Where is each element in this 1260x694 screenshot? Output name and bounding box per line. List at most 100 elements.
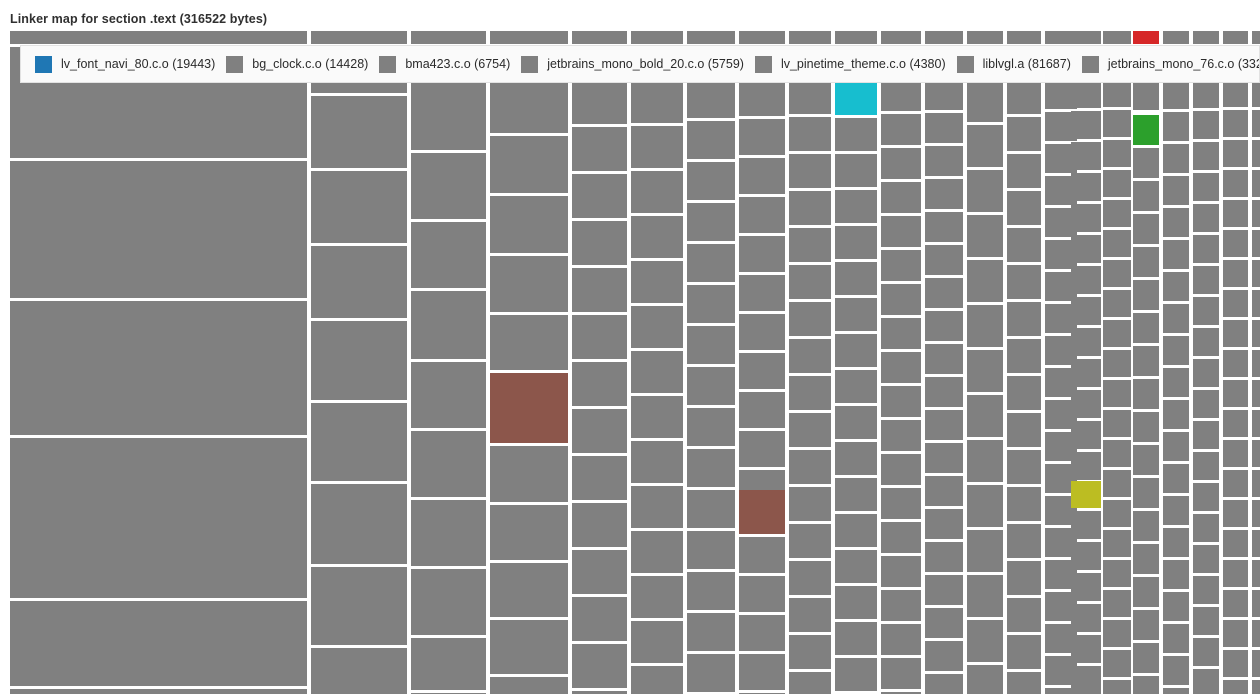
treemap-tile[interactable] <box>631 261 683 303</box>
treemap-tile[interactable] <box>1163 560 1189 589</box>
treemap-tile[interactable] <box>490 76 568 133</box>
treemap-tile[interactable] <box>1223 170 1248 197</box>
treemap-tile[interactable] <box>739 275 785 311</box>
treemap-tile[interactable] <box>835 514 877 547</box>
treemap-tile[interactable] <box>967 395 1003 437</box>
treemap-tile[interactable] <box>311 96 407 168</box>
treemap-tile[interactable] <box>687 203 735 241</box>
treemap-tile[interactable] <box>925 608 963 638</box>
treemap-tile[interactable] <box>1193 669 1219 694</box>
treemap-tile[interactable] <box>881 318 921 349</box>
treemap-tile[interactable] <box>311 484 407 564</box>
treemap-tile[interactable] <box>1193 545 1219 573</box>
treemap-tile[interactable] <box>1163 272 1189 301</box>
treemap-tile[interactable] <box>1193 297 1219 325</box>
treemap-tile[interactable] <box>967 350 1003 392</box>
treemap-tile[interactable] <box>925 113 963 143</box>
treemap-tile[interactable] <box>1071 359 1101 387</box>
treemap-tile[interactable] <box>789 117 831 151</box>
treemap-tile[interactable] <box>1071 421 1101 449</box>
treemap-tile[interactable] <box>835 118 877 151</box>
treemap-tile[interactable] <box>1223 530 1248 557</box>
treemap-tile[interactable] <box>687 572 735 610</box>
treemap-tile[interactable] <box>490 315 568 370</box>
treemap-tile[interactable] <box>789 672 831 694</box>
treemap-tile[interactable] <box>925 179 963 209</box>
treemap-tile[interactable] <box>1133 313 1159 343</box>
treemap-tile[interactable] <box>1223 350 1248 377</box>
treemap-tile[interactable] <box>572 315 627 359</box>
treemap-tile[interactable] <box>10 689 307 694</box>
treemap-tile[interactable] <box>1133 148 1159 178</box>
treemap-tile[interactable] <box>925 443 963 473</box>
treemap-tile[interactable] <box>789 561 831 595</box>
treemap-tile[interactable] <box>835 31 877 44</box>
treemap-tile[interactable] <box>925 245 963 275</box>
treemap-tile[interactable] <box>1163 368 1189 397</box>
treemap-tile[interactable] <box>1252 560 1260 587</box>
treemap-tile[interactable] <box>1163 112 1189 141</box>
treemap-tile[interactable] <box>1071 452 1101 480</box>
treemap-tile[interactable] <box>411 500 486 566</box>
treemap-tile[interactable] <box>925 146 963 176</box>
treemap-tile[interactable] <box>1252 260 1260 287</box>
treemap-tile[interactable] <box>967 665 1003 694</box>
treemap-tile[interactable] <box>1193 31 1219 44</box>
treemap-tile[interactable] <box>1103 260 1131 287</box>
treemap-tile[interactable] <box>687 367 735 405</box>
treemap-tile[interactable] <box>881 658 921 689</box>
treemap-tile[interactable] <box>1163 144 1189 173</box>
treemap-tile[interactable] <box>311 31 407 44</box>
treemap-tile[interactable] <box>1103 380 1131 407</box>
treemap-tile[interactable] <box>1252 410 1260 437</box>
treemap-tile[interactable] <box>881 352 921 383</box>
treemap-tile[interactable] <box>687 654 735 692</box>
treemap-tile-highlighted[interactable] <box>835 82 877 115</box>
treemap-tile[interactable] <box>1133 280 1159 310</box>
treemap-tile[interactable] <box>687 326 735 364</box>
treemap-tile[interactable] <box>490 446 568 502</box>
treemap-tile[interactable] <box>835 370 877 403</box>
treemap-tile[interactable] <box>739 197 785 233</box>
treemap-tile[interactable] <box>1007 339 1041 373</box>
treemap-tile[interactable] <box>631 666 683 694</box>
treemap-tile[interactable] <box>881 556 921 587</box>
treemap-tile[interactable] <box>572 174 627 218</box>
treemap-tile[interactable] <box>1223 410 1248 437</box>
treemap-tile[interactable] <box>10 438 307 598</box>
treemap-tile[interactable] <box>311 567 407 645</box>
treemap-tile[interactable] <box>631 31 683 44</box>
treemap-tile[interactable] <box>1133 247 1159 277</box>
treemap-tile[interactable] <box>1223 80 1248 107</box>
treemap-tile[interactable] <box>1103 680 1131 694</box>
treemap-tile[interactable] <box>10 161 307 298</box>
treemap-tile[interactable] <box>1103 290 1131 317</box>
treemap-tile[interactable] <box>835 334 877 367</box>
treemap-tile[interactable] <box>1252 110 1260 137</box>
treemap-tile[interactable] <box>1071 328 1101 356</box>
treemap-tile[interactable] <box>739 31 785 44</box>
treemap-tile[interactable] <box>1103 440 1131 467</box>
treemap-tile[interactable] <box>967 260 1003 302</box>
treemap-tile[interactable] <box>1007 413 1041 447</box>
treemap-tile[interactable] <box>631 126 683 168</box>
treemap-tile[interactable] <box>1071 173 1101 201</box>
treemap-tile[interactable] <box>1103 140 1131 167</box>
treemap-tile[interactable] <box>925 410 963 440</box>
legend-item[interactable]: lv_font_navi_80.c.o (19443) <box>35 55 226 73</box>
treemap-tile[interactable] <box>1133 643 1159 673</box>
treemap-tile[interactable] <box>631 576 683 618</box>
treemap-tile[interactable] <box>1133 214 1159 244</box>
treemap-tile[interactable] <box>411 431 486 497</box>
treemap-tile[interactable] <box>1223 620 1248 647</box>
treemap-tile[interactable] <box>1103 410 1131 437</box>
treemap-tile[interactable] <box>490 31 568 44</box>
treemap-tile[interactable] <box>1252 170 1260 197</box>
treemap-tile[interactable] <box>1133 577 1159 607</box>
treemap-tile[interactable] <box>925 31 963 44</box>
treemap-tile[interactable] <box>1163 464 1189 493</box>
treemap-tile[interactable] <box>1193 266 1219 294</box>
treemap-tile[interactable] <box>1103 320 1131 347</box>
treemap-tile[interactable] <box>1252 500 1260 527</box>
treemap-tile[interactable] <box>490 677 568 694</box>
